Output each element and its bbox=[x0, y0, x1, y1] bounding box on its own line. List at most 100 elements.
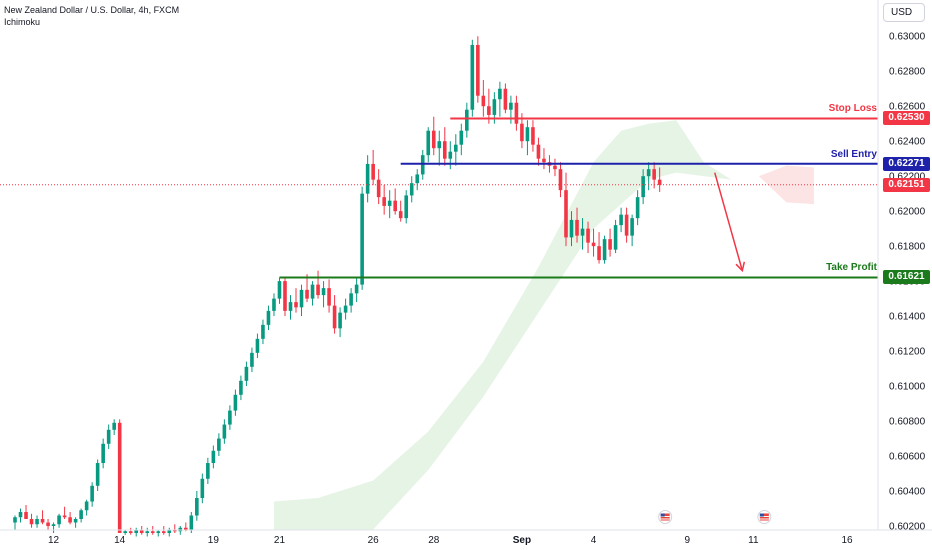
take-profit-label: Take Profit bbox=[826, 262, 877, 274]
candle-body bbox=[509, 102, 513, 110]
candle-body bbox=[646, 169, 651, 177]
candle-body bbox=[365, 163, 370, 194]
candle-body bbox=[558, 169, 563, 191]
candle-body bbox=[112, 422, 116, 430]
candle-body bbox=[454, 144, 458, 152]
stop-loss-label: Stop Loss bbox=[828, 103, 877, 115]
candle-body bbox=[338, 312, 342, 329]
candle-body bbox=[624, 214, 629, 236]
candle-body bbox=[233, 394, 238, 411]
candle-body bbox=[487, 106, 491, 115]
candle-body bbox=[542, 158, 546, 163]
candle-body bbox=[327, 288, 331, 306]
candle-body bbox=[57, 515, 61, 525]
candle-body bbox=[619, 214, 623, 226]
candle-body bbox=[382, 197, 386, 206]
candle-body bbox=[442, 141, 447, 159]
candle-body bbox=[95, 463, 100, 486]
candle-body bbox=[514, 102, 519, 124]
x-tick-label: 14 bbox=[114, 535, 126, 546]
x-tick-label: 4 bbox=[591, 535, 597, 546]
candle-body bbox=[580, 228, 585, 236]
x-tick-label: 21 bbox=[274, 535, 286, 546]
candle-body bbox=[35, 519, 39, 525]
candle-body bbox=[470, 44, 475, 110]
candle-body bbox=[437, 141, 442, 149]
y-tick-label: 0.62800 bbox=[889, 67, 926, 78]
candle-body bbox=[128, 531, 133, 533]
sell-entry-price-tag: 0.62271 bbox=[883, 156, 930, 171]
candle-body bbox=[156, 531, 161, 533]
candle-body bbox=[283, 281, 287, 311]
candle-body bbox=[354, 284, 359, 294]
candle-body bbox=[106, 429, 111, 444]
candle-body bbox=[602, 239, 607, 261]
candle-body bbox=[404, 195, 409, 219]
candle-body bbox=[299, 289, 304, 308]
y-tick-label: 0.62400 bbox=[889, 137, 926, 148]
candle-body bbox=[586, 228, 590, 243]
candle-body bbox=[448, 151, 453, 159]
x-tick-label: 16 bbox=[841, 535, 853, 546]
candles bbox=[13, 36, 662, 537]
flag-stripe bbox=[759, 516, 769, 517]
candle-body bbox=[239, 380, 243, 395]
candle-body bbox=[305, 289, 309, 299]
flag-stripe bbox=[660, 516, 670, 517]
sell-entry-label: Sell Entry bbox=[830, 148, 877, 160]
candle-body bbox=[184, 527, 188, 530]
us-flag-event-icon bbox=[658, 510, 673, 524]
candle-body bbox=[481, 95, 486, 107]
indicator-label[interactable]: Ichimoku bbox=[4, 17, 41, 27]
candle-body bbox=[200, 478, 205, 499]
candle-body bbox=[272, 298, 276, 311]
candle-body bbox=[525, 127, 530, 142]
target-arrow-head-icon bbox=[735, 261, 746, 273]
candle-body bbox=[415, 174, 420, 184]
flag-canton bbox=[759, 513, 764, 517]
candle-body bbox=[321, 288, 326, 296]
candle-body bbox=[68, 517, 72, 523]
candle-body bbox=[409, 183, 414, 196]
candle-body bbox=[167, 529, 172, 533]
candle-body bbox=[277, 281, 282, 299]
candle-body bbox=[492, 99, 497, 115]
candle-body bbox=[387, 200, 392, 206]
y-tick-label: 0.60600 bbox=[889, 452, 926, 463]
candle-body bbox=[123, 531, 127, 533]
x-tick-label: 12 bbox=[48, 535, 60, 546]
candle-body bbox=[261, 324, 265, 339]
candle-body bbox=[360, 193, 364, 285]
candle-body bbox=[316, 284, 320, 296]
y-tick-label: 0.62000 bbox=[889, 207, 926, 218]
candle-body bbox=[195, 498, 199, 516]
symbol-title: New Zealand Dollar / U.S. Dollar, 4h, FX… bbox=[4, 5, 180, 15]
candle-body bbox=[29, 519, 34, 525]
y-tick-label: 0.61400 bbox=[889, 312, 926, 323]
candle-body bbox=[139, 529, 144, 533]
y-tick-label: 0.62200 bbox=[889, 172, 926, 183]
price-axis[interactable]: 0.63000 0.62800 0.62600 0.62400 0.62200 0.620… bbox=[877, 0, 926, 533]
candle-body bbox=[244, 366, 249, 381]
candle-body bbox=[420, 155, 425, 175]
flag-stripe bbox=[759, 518, 769, 520]
x-tick-label: 28 bbox=[428, 535, 440, 546]
currency-button[interactable]: USD bbox=[883, 3, 925, 22]
candle-body bbox=[426, 130, 431, 156]
target-arrow-line bbox=[714, 172, 744, 271]
candle-body bbox=[266, 310, 271, 325]
candle-body bbox=[641, 176, 645, 198]
candle-body bbox=[117, 422, 122, 533]
candle-body bbox=[84, 501, 89, 511]
stop-loss-price-tag: 0.62530 bbox=[883, 111, 930, 126]
candle-body bbox=[591, 242, 596, 247]
candle-body bbox=[597, 246, 601, 261]
candle-body bbox=[376, 179, 381, 198]
candle-body bbox=[520, 123, 524, 142]
ichimoku-cloud-bull bbox=[273, 120, 759, 530]
candle-body bbox=[51, 524, 56, 527]
time-axis[interactable]: 12 14 19 21 26 28 Sep 4 9 11 16 bbox=[0, 529, 932, 546]
y-tick-label: 0.61000 bbox=[889, 382, 926, 393]
x-tick-label: Sep bbox=[513, 535, 531, 546]
